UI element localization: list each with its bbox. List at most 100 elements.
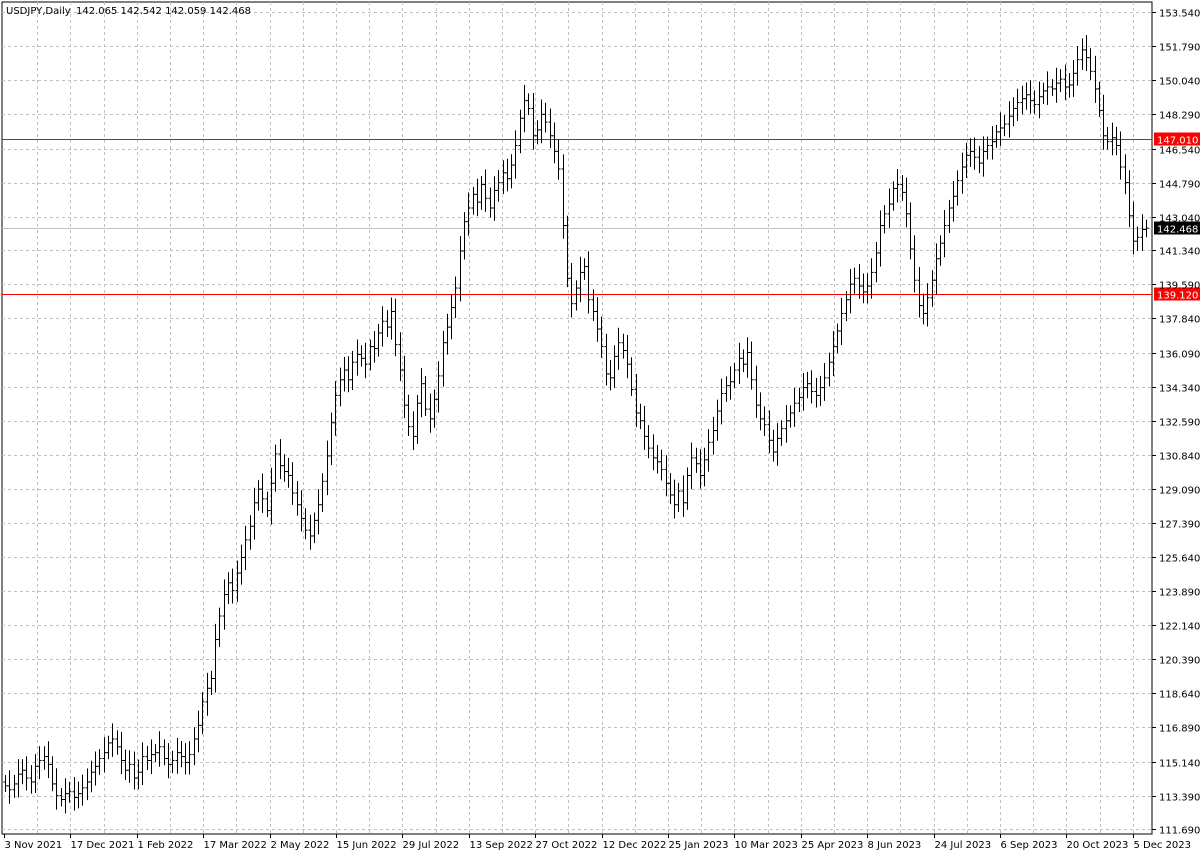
price-bar [192,727,197,766]
price-bar [325,440,330,496]
price-bar [329,412,334,466]
price-bar [1063,64,1068,101]
price-bar [925,283,930,327]
price-bar [196,710,201,753]
price-bar [694,447,699,473]
price-bar [162,739,167,766]
price-bar [839,297,844,346]
y-tick-label: 116.890 [1159,724,1200,735]
price-bar [947,199,952,233]
price-bar [217,607,222,647]
price-bar [183,743,188,775]
price-bar [308,514,313,550]
price-bar [102,737,107,773]
price-bar [243,525,248,571]
y-tick-label: 146.540 [1159,146,1200,157]
price-bar [1088,48,1093,80]
price-bar [1028,80,1033,114]
price-bar [1007,101,1012,138]
price-bar [827,352,832,387]
price-bar [912,235,917,293]
price-bar [659,449,664,481]
price-bar [818,375,823,406]
chart-title: USDJPY,Daily [6,6,71,17]
price-bar [226,572,231,605]
price-bar [205,672,210,716]
price-bar [938,235,943,266]
price-bar [809,370,814,404]
price-bar [54,768,59,810]
x-tick-label: 20 Oct 2023 [1067,840,1129,851]
price-bar [882,205,887,234]
price-bar [372,331,377,363]
price-bar [788,405,793,428]
price-bar [398,332,403,382]
price-bar [37,746,42,780]
price-bar [346,356,351,393]
price-bar [569,262,574,318]
price-bar [380,306,385,347]
price-bar [531,92,536,150]
price-bar [415,394,420,444]
price-bar [187,741,192,775]
price-bar [792,387,797,427]
price-bar [1093,55,1098,103]
price-bar [402,355,407,419]
price-bar [16,759,21,798]
x-tick-label: 6 Sep 2023 [1001,840,1058,851]
price-bar [964,143,969,179]
price-bar [29,765,34,794]
price-bar [449,294,454,340]
x-tick-label: 17 Dec 2021 [71,840,135,851]
price-bar [676,483,681,512]
price-bar [475,178,480,217]
price-bar [749,341,754,390]
price-bar [565,215,570,288]
price-bar [642,405,647,450]
price-bar [874,242,879,283]
price-bar [393,298,398,357]
price-bar [479,175,484,210]
y-tick-label: 123.890 [1159,588,1200,599]
price-bar [153,744,158,763]
y-tick-label: 115.140 [1159,759,1200,770]
price-bar [1002,114,1007,137]
price-bar [175,737,180,774]
price-bar [1118,131,1123,180]
price-bar [968,138,973,167]
price-bar [67,781,72,803]
price-bar [1105,127,1110,150]
price-bar [535,120,540,145]
price-bar [230,568,235,604]
price-bar [1024,82,1029,110]
price-bar [526,93,531,116]
price-bar [432,389,437,428]
price-bar [934,243,939,295]
price-bar [857,264,862,299]
price-bar [239,544,244,585]
price-bar [320,473,325,512]
price-bar [921,293,926,325]
price-bar [295,480,300,516]
price-bar [578,256,583,303]
price-level-tag [1154,132,1200,146]
y-tick-label: 150.040 [1159,77,1200,88]
price-bar [166,743,171,779]
price-bar [814,378,819,408]
price-bar [1131,201,1136,254]
price-level-label: 139.120 [1157,291,1198,302]
price-bar [157,731,162,767]
y-tick-label: 136.090 [1159,350,1200,361]
price-bar [50,756,55,792]
price-bar [1020,85,1025,115]
price-bar [904,177,909,228]
price-bar [115,730,120,755]
price-bar [994,125,999,148]
price-bar [119,731,124,775]
price-bar [501,160,506,194]
price-bar [629,357,634,396]
price-bar [844,291,849,322]
grid [1,1,1153,835]
price-bar [140,742,145,785]
